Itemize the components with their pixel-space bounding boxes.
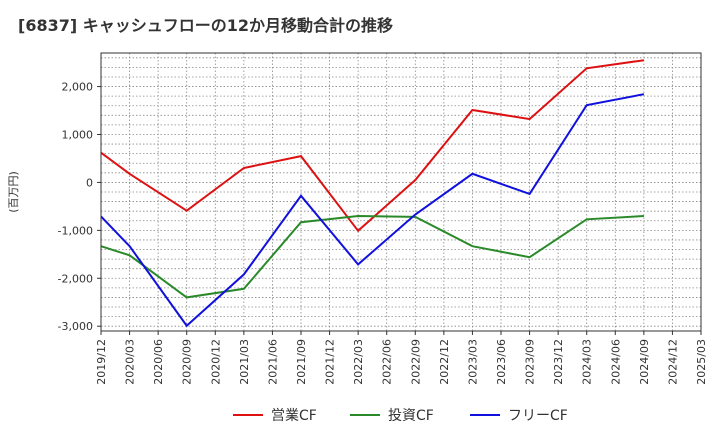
x-tick-label: 2019/12 [95,339,108,385]
x-tick-label: 2021/09 [295,339,308,385]
series-line [100,93,645,328]
x-tick-label: 2025/03 [695,339,708,385]
x-tick-label: 2023/09 [524,339,537,385]
x-tick-label: 2021/03 [238,339,251,385]
x-tick-label: 2022/06 [381,339,394,385]
x-tick-label: 2022/12 [438,339,451,385]
y-axis-ticks: -3,000 -2,000 -1,000 0 1,000 2,000 [58,81,101,333]
x-tick-label: 2023/06 [495,339,508,385]
x-tick-label: 2023/03 [466,339,479,385]
legend-label: フリーCF [508,408,568,424]
legend: 営業CF 投資CF フリーCF [233,408,568,424]
y-tick-label: 2,000 [62,81,94,94]
y-tick-label: -3,000 [58,320,93,333]
x-tick-label: 2023/12 [552,339,565,385]
series-lines [100,59,645,328]
x-tick-label: 2022/09 [409,339,422,385]
x-tick-label: 2020/09 [181,339,194,385]
legend-label: 営業CF [271,408,317,424]
x-tick-label: 2020/06 [152,339,165,385]
y-axis-label: (百万円) [7,171,20,213]
x-tick-label: 2020/03 [124,339,137,385]
x-tick-label: 2021/12 [324,339,337,385]
legend-label: 投資CF [388,408,434,424]
x-tick-label: 2024/09 [638,339,651,385]
y-tick-label: -2,000 [58,272,93,285]
y-tick-label: 1,000 [62,128,94,141]
x-tick-label: 2024/03 [581,339,594,385]
x-axis-ticks: 2019/12 2020/03 2020/06 2020/09 2020/12 2021/… [95,331,708,385]
chart-title: [6837] キャッシュフローの12か月移動合計の推移 [18,16,393,35]
y-tick-label: 0 [86,176,93,189]
x-tick-label: 2021/06 [266,339,279,385]
x-tick-label: 2024/12 [666,339,679,385]
series-line [100,214,644,299]
plot-frame [100,52,702,332]
x-tick-label: 2024/06 [609,339,622,385]
x-tick-label: 2020/12 [209,339,222,385]
series-line [100,59,645,233]
x-tick-label: 2022/03 [352,339,365,385]
y-tick-label: -1,000 [58,224,93,237]
